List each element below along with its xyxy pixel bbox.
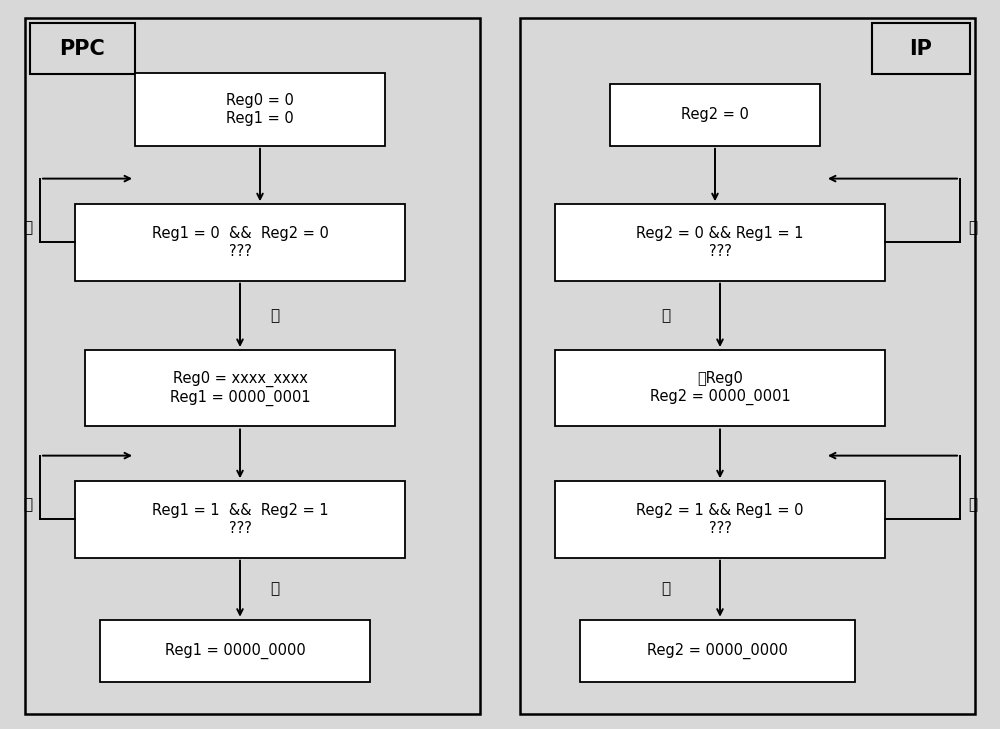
FancyBboxPatch shape — [25, 18, 480, 714]
Text: Reg2 = 1 && Reg1 = 0
???: Reg2 = 1 && Reg1 = 0 ??? — [636, 503, 804, 536]
Text: Reg0 = xxxx_xxxx
Reg1 = 0000_0001: Reg0 = xxxx_xxxx Reg1 = 0000_0001 — [170, 371, 310, 405]
Text: 否: 否 — [968, 497, 977, 512]
Text: 读Reg0
Reg2 = 0000_0001: 读Reg0 Reg2 = 0000_0001 — [650, 371, 790, 405]
FancyBboxPatch shape — [75, 481, 405, 558]
FancyBboxPatch shape — [520, 18, 975, 714]
FancyBboxPatch shape — [85, 350, 395, 426]
FancyBboxPatch shape — [30, 23, 135, 74]
Text: 否: 否 — [968, 220, 977, 235]
Text: Reg2 = 0: Reg2 = 0 — [681, 107, 749, 122]
Text: Reg1 = 1  &&  Reg2 = 1
???: Reg1 = 1 && Reg2 = 1 ??? — [152, 503, 328, 536]
FancyBboxPatch shape — [872, 23, 970, 74]
FancyBboxPatch shape — [75, 204, 405, 281]
Text: Reg0 = 0
Reg1 = 0: Reg0 = 0 Reg1 = 0 — [226, 93, 294, 125]
FancyBboxPatch shape — [610, 84, 820, 146]
FancyBboxPatch shape — [100, 620, 370, 682]
FancyBboxPatch shape — [555, 481, 885, 558]
Text: 是: 是 — [661, 308, 670, 323]
Text: Reg1 = 0  &&  Reg2 = 0
???: Reg1 = 0 && Reg2 = 0 ??? — [152, 226, 328, 259]
Text: 是: 是 — [270, 308, 279, 323]
FancyBboxPatch shape — [555, 204, 885, 281]
FancyBboxPatch shape — [135, 73, 385, 146]
Text: IP: IP — [910, 39, 932, 59]
Text: Reg2 = 0000_0000: Reg2 = 0000_0000 — [647, 642, 788, 659]
Text: 否: 否 — [23, 220, 32, 235]
Text: 是: 是 — [661, 581, 670, 596]
Text: Reg1 = 0000_0000: Reg1 = 0000_0000 — [165, 642, 305, 659]
FancyBboxPatch shape — [555, 350, 885, 426]
FancyBboxPatch shape — [580, 620, 855, 682]
Text: PPC: PPC — [60, 39, 105, 59]
Text: Reg2 = 0 && Reg1 = 1
???: Reg2 = 0 && Reg1 = 1 ??? — [636, 226, 804, 259]
Text: 否: 否 — [23, 497, 32, 512]
Text: 是: 是 — [270, 581, 279, 596]
